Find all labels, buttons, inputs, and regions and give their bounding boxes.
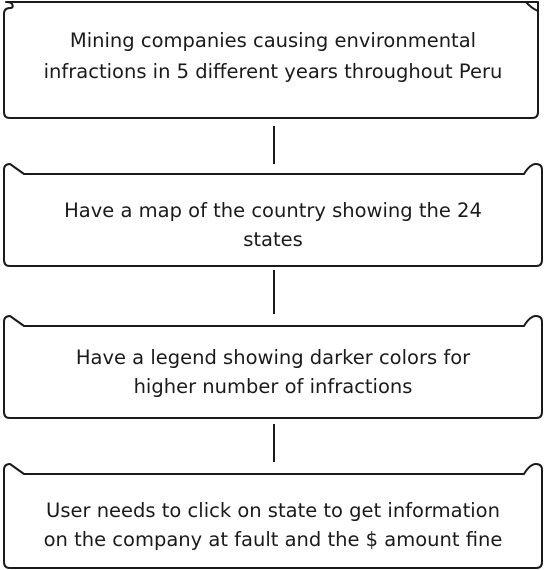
flow-step-1: Mining companies causing environmental i… <box>0 0 546 120</box>
flow-step-4-line-1: User needs to click on state to get info… <box>46 499 500 522</box>
flow-step-3-shape <box>3 315 543 419</box>
flow-step-3: Have a legend showing darker colors for … <box>0 312 546 420</box>
connector-2-3 <box>273 270 275 314</box>
flow-step-4-shape <box>3 463 543 569</box>
flow-step-4: User needs to click on state to get info… <box>0 460 546 570</box>
flow-step-4-line-2: on the company at fault and the $ amount… <box>43 528 503 551</box>
flow-step-3-line-2: higher number of infractions <box>133 375 413 398</box>
connector-1-2 <box>273 126 275 164</box>
flow-step-1-shape <box>3 1 539 119</box>
connector-3-4 <box>273 424 275 462</box>
flow-step-1-line-2: infractions in 5 different years through… <box>43 60 503 83</box>
flow-step-2-line-2: states <box>243 228 303 251</box>
flow-step-2-line-1: Have a map of the country showing the 24 <box>64 199 482 222</box>
flow-step-2: Have a map of the country showing the 24… <box>0 160 546 268</box>
flow-step-2-shape <box>3 163 543 267</box>
flow-step-3-line-1: Have a legend showing darker colors for <box>75 346 471 369</box>
flow-step-1-line-1: Mining companies causing environmental <box>69 29 477 52</box>
